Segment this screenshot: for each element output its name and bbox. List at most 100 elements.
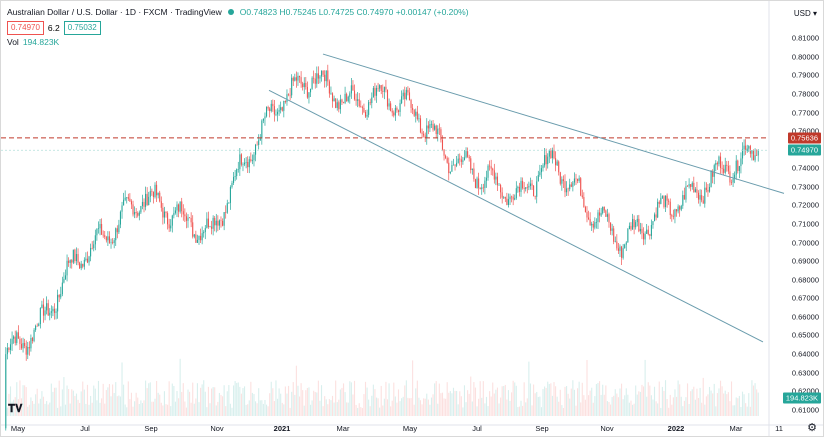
candle-body (38, 324, 40, 326)
volume-bar (264, 400, 266, 416)
volume-bar (451, 393, 453, 416)
volume-bar (287, 385, 290, 416)
candle-body (302, 83, 304, 88)
candle-body (580, 178, 582, 196)
volume-bar (93, 385, 95, 416)
candle-body (145, 193, 147, 207)
volume-bar (517, 407, 519, 416)
gear-icon[interactable]: ⚙ (807, 422, 817, 434)
candle-body (209, 226, 211, 228)
candle-body (577, 178, 579, 181)
volume-bar (134, 401, 136, 416)
candle-body (178, 204, 180, 212)
buy-price-button[interactable]: 0.75032 (63, 21, 101, 35)
volume-bar (327, 404, 329, 416)
volume-bar (674, 389, 676, 416)
volume-bar (526, 398, 528, 416)
volume-bar (548, 384, 550, 416)
candle-body (341, 99, 343, 103)
volume-bar (597, 382, 599, 416)
candle-body (189, 217, 191, 219)
volume-bar (72, 390, 74, 416)
candle-body (324, 74, 326, 82)
upper-trendline (322, 53, 785, 194)
candle-body (190, 217, 192, 223)
volume-bar (536, 391, 538, 416)
candle-body (167, 213, 169, 225)
candle-body (269, 108, 271, 112)
candle-body (63, 279, 65, 283)
volume-bar (396, 402, 398, 416)
candle-body (104, 235, 106, 237)
volume-bar (71, 389, 73, 416)
currency-label: USD (793, 9, 811, 18)
candle-body (36, 325, 38, 327)
candle-body (562, 179, 564, 182)
price-tick-label: 0.81000 (791, 33, 819, 43)
candle-body (540, 168, 542, 173)
volume-bar (99, 402, 101, 416)
volume-bar (55, 387, 57, 416)
volume-bar (745, 403, 747, 416)
volume-bar (61, 389, 63, 416)
candle-body (201, 233, 203, 241)
candle-body (223, 212, 225, 226)
volume-bar (525, 402, 527, 416)
candle-body (440, 129, 442, 140)
volume-bar (143, 400, 145, 416)
resistance-price-badge: 0.75636 (787, 132, 821, 144)
volume-bar (174, 401, 176, 416)
candle-body (377, 88, 379, 89)
volume-bar (58, 380, 60, 416)
candle-body (239, 154, 241, 170)
volume-bar (60, 406, 62, 416)
volume-bar (405, 380, 407, 416)
currency-selector[interactable]: USD ▾ (793, 9, 817, 18)
volume-bar (254, 401, 257, 416)
volume-bar (35, 394, 37, 416)
volume-bar (350, 382, 352, 416)
volume-bar (471, 401, 473, 416)
volume-bar (39, 398, 41, 416)
price-tick-label: 0.78000 (791, 89, 819, 99)
candle-body (441, 139, 444, 150)
volume-bar (441, 392, 444, 416)
candle-body (419, 118, 422, 133)
volume-bar (679, 384, 681, 416)
candle-body (303, 82, 305, 88)
candle-body (641, 228, 643, 234)
candle-body (336, 102, 338, 108)
candle-body (595, 222, 597, 223)
candle-body (97, 228, 100, 229)
candle-body (713, 165, 715, 177)
volume-bar (272, 388, 274, 416)
volume-bar (94, 388, 96, 416)
candle-body (22, 342, 24, 349)
candle-body (448, 162, 450, 174)
volume-bar (181, 391, 183, 416)
candle-body (628, 225, 630, 230)
candle-body (159, 192, 161, 202)
volume-bar (275, 380, 277, 416)
volume-bar (553, 382, 555, 416)
price-tick-label: 0.62000 (791, 386, 819, 396)
candle-body (101, 224, 103, 235)
volume-bar (374, 389, 376, 416)
volume-bar (394, 396, 396, 416)
candle-body (380, 85, 382, 91)
volume-bar (251, 392, 253, 416)
volume-bar (336, 402, 338, 416)
candle-body (583, 197, 585, 208)
sell-price-button[interactable]: 0.74970 (7, 21, 44, 35)
volume-bar (223, 385, 225, 416)
candle-body (479, 187, 481, 189)
volume-bar (685, 397, 687, 416)
candle-body (287, 94, 290, 95)
volume-bar (325, 399, 327, 416)
volume-bar (281, 402, 283, 416)
price-tick-label: 0.66000 (791, 312, 819, 322)
volume-bar (82, 381, 84, 416)
volume-bar (303, 405, 305, 416)
